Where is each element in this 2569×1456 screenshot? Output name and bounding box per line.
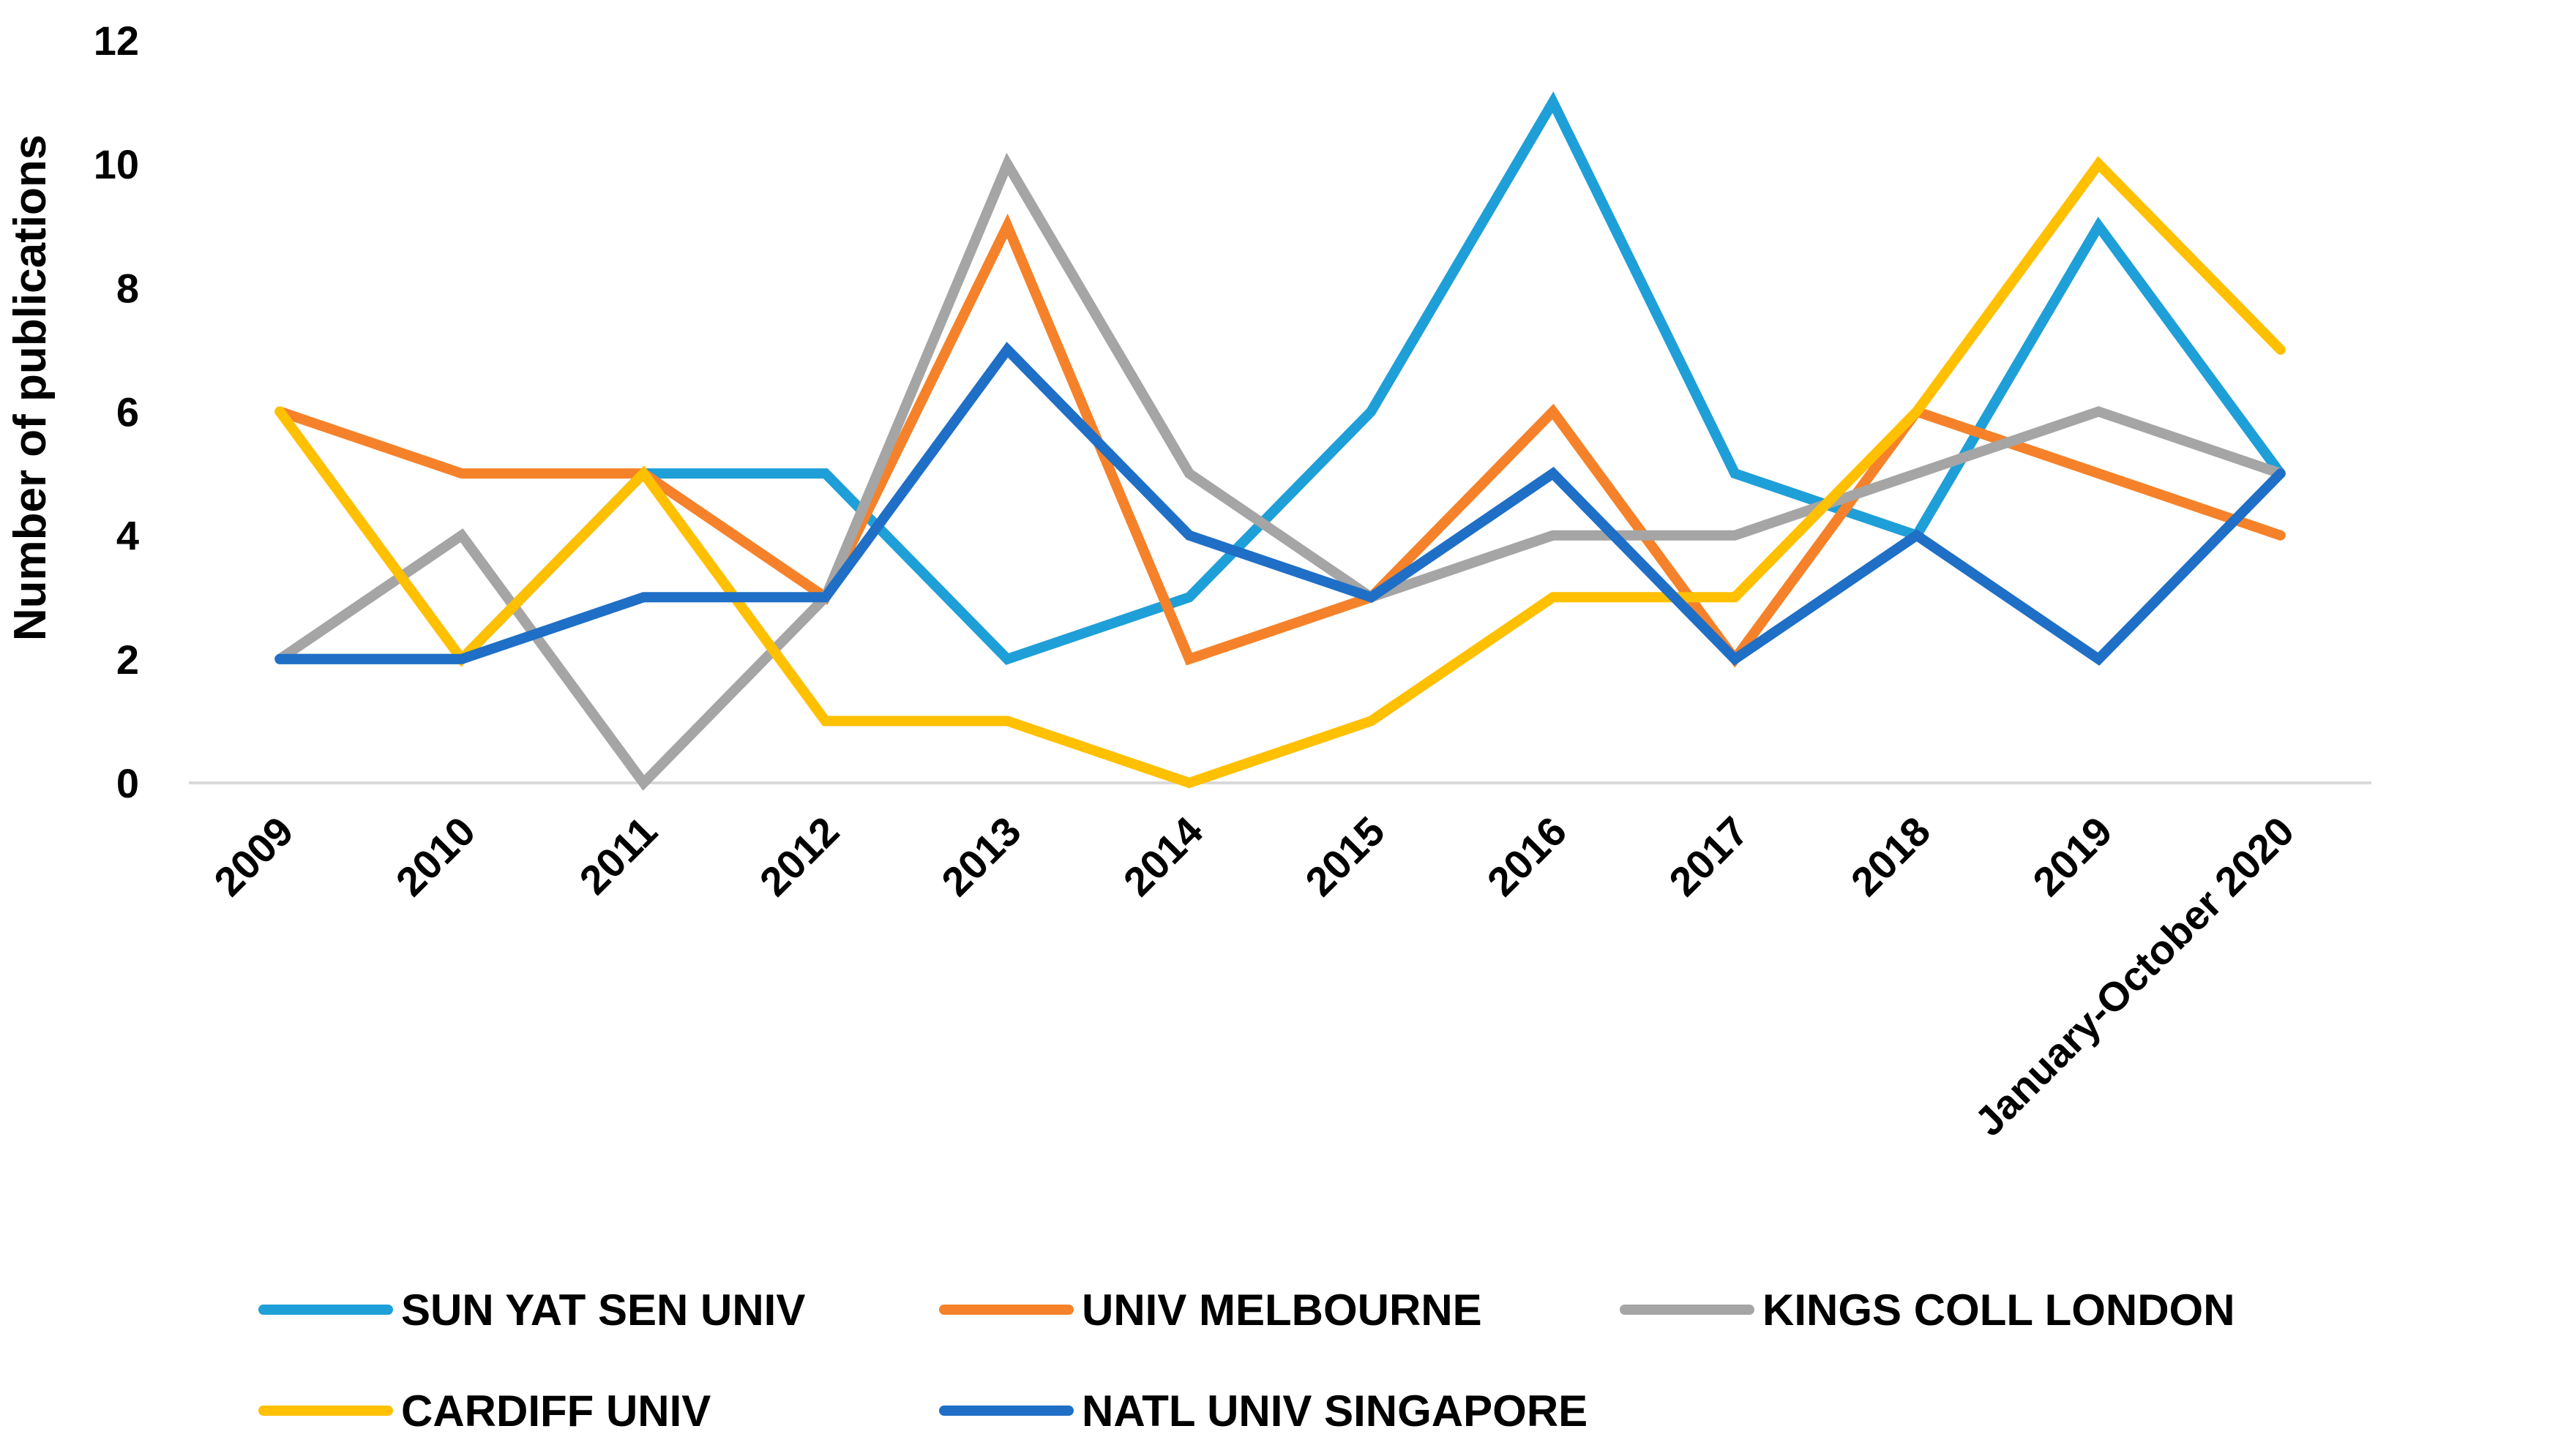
legend-label: KINGS COLL LONDON (1762, 1286, 2235, 1335)
legend-label: UNIV MELBOURNE (1082, 1286, 1482, 1335)
series-lines (274, 91, 2286, 791)
legend-item-cardiff-univ: CARDIFF UNIV (258, 1386, 711, 1436)
legend-item-univ-melbourne: UNIV MELBOURNE (939, 1286, 1482, 1335)
x-tick-label: 2015 (1296, 808, 1394, 905)
y-tick-label: 0 (116, 760, 139, 806)
x-tick-label: 2019 (2024, 808, 2121, 905)
x-tick-label: 2016 (1478, 808, 1576, 905)
x-tick-label: 2011 (570, 808, 665, 903)
series-line-univ-melbourne (274, 213, 2286, 668)
series-line-cardiff-univ (274, 156, 2286, 789)
y-axis-title: Number of publications (5, 135, 56, 641)
series-line-natl-univ-singapore (274, 342, 2286, 666)
series-line-kings-coll-london (274, 152, 2286, 791)
legend: SUN YAT SEN UNIV UNIV MELBOURNE KINGS COLL… (258, 1286, 2235, 1436)
y-tick-label: 8 (116, 265, 139, 311)
legend-item-kings-coll-london: KINGS COLL LONDON (1620, 1286, 2235, 1335)
y-tick-label: 12 (94, 18, 139, 64)
legend-item-sun-yat-sen-univ: SUN YAT SEN UNIV (258, 1286, 805, 1335)
legend-label: SUN YAT SEN UNIV (401, 1286, 805, 1335)
y-tick-label: 10 (94, 141, 139, 187)
x-axis-ticks: 2009 2010 2011 2012 2013 2014 2015 2016 2017 2018… (205, 808, 2303, 1145)
legend-item-natl-univ-singapore: NATL UNIV SINGAPORE (939, 1386, 1588, 1436)
x-tick-label: 2017 (1660, 808, 1757, 905)
legend-label: CARDIFF UNIV (401, 1386, 711, 1436)
y-tick-label: 2 (116, 637, 139, 683)
x-tick-label: 2009 (205, 808, 302, 905)
x-tick-label: 2013 (932, 808, 1030, 905)
y-tick-label: 6 (116, 389, 139, 435)
x-tick-label: January-October 2020 (1966, 808, 2303, 1145)
y-axis-ticks: 0 2 4 6 8 10 12 (94, 18, 139, 806)
legend-label: NATL UNIV SINGAPORE (1082, 1386, 1588, 1436)
x-tick-label: 2010 (387, 808, 485, 905)
x-tick-label: 2014 (1115, 808, 1212, 905)
x-tick-label: 2012 (751, 808, 848, 905)
x-tick-label: 2018 (1842, 808, 1940, 905)
y-tick-label: 4 (116, 513, 139, 559)
